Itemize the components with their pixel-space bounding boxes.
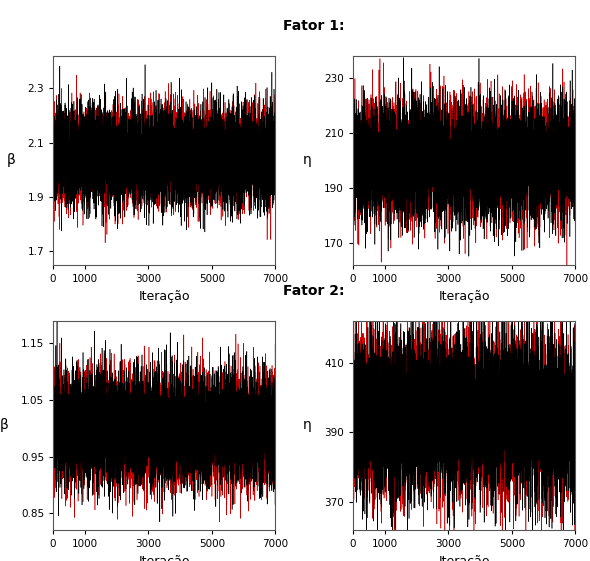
Y-axis label: η: η [303, 153, 312, 167]
X-axis label: Iteração: Iteração [139, 289, 190, 302]
Y-axis label: β: β [6, 153, 15, 167]
X-axis label: Iteração: Iteração [139, 555, 190, 561]
Text: Fator 2:: Fator 2: [283, 284, 345, 298]
Y-axis label: β: β [0, 419, 8, 433]
X-axis label: Iteração: Iteração [438, 555, 490, 561]
Y-axis label: η: η [303, 419, 312, 433]
X-axis label: Iteração: Iteração [438, 289, 490, 302]
Text: Fator 1:: Fator 1: [283, 19, 345, 33]
